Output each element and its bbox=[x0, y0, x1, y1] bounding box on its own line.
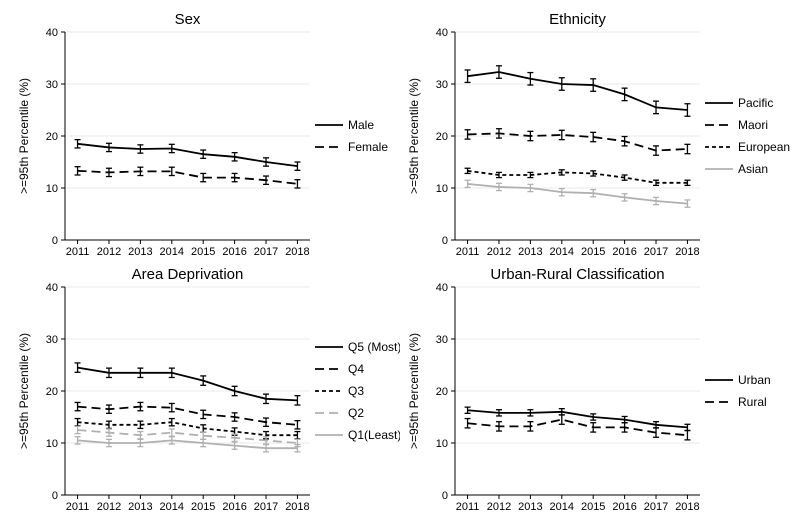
chart-svg: 0 10 20 30 40 2011 2012 2013 2014 2015 2016 2017 201… bbox=[400, 265, 790, 520]
chart-panel: 0 10 20 30 40 2011 2012 2013 2014 2015 2016 2017 201… bbox=[10, 265, 400, 520]
x-tick-label: 2013 bbox=[128, 246, 152, 258]
chart-svg: 0 10 20 30 40 2011 2012 2013 2014 2015 2016 2017 201… bbox=[400, 10, 790, 265]
y-tick-label: 30 bbox=[436, 334, 448, 346]
x-tick-label: 2013 bbox=[518, 246, 542, 258]
y-tick-label: 20 bbox=[46, 386, 58, 398]
y-tick-label: 10 bbox=[436, 183, 448, 195]
x-tick-label: 2017 bbox=[254, 501, 278, 513]
y-tick-label: 20 bbox=[436, 386, 448, 398]
x-tick-label: 2015 bbox=[581, 501, 605, 513]
x-tick-label: 2014 bbox=[160, 501, 184, 513]
y-tick-label: 20 bbox=[436, 131, 448, 143]
series-line bbox=[468, 410, 688, 427]
y-tick-label: 0 bbox=[52, 235, 58, 247]
y-tick-label: 0 bbox=[442, 490, 448, 502]
x-tick-label: 2012 bbox=[487, 501, 511, 513]
legend-label: Q2 bbox=[348, 406, 364, 420]
x-tick-label: 2016 bbox=[612, 501, 636, 513]
y-tick-label: 30 bbox=[46, 79, 58, 91]
panel-title: Area Deprivation bbox=[132, 266, 244, 283]
legend-label: European bbox=[738, 140, 790, 154]
y-tick-label: 0 bbox=[52, 490, 58, 502]
legend-label: Urban bbox=[738, 373, 771, 387]
x-tick-label: 2012 bbox=[97, 501, 121, 513]
legend-label: Maori bbox=[738, 118, 768, 132]
panel-title: Urban-Rural Classification bbox=[490, 266, 664, 283]
series-line bbox=[78, 368, 298, 401]
x-tick-label: 2014 bbox=[160, 246, 184, 258]
legend-label: Rural bbox=[738, 395, 767, 409]
y-tick-label: 20 bbox=[46, 131, 58, 143]
y-tick-label: 40 bbox=[436, 27, 448, 39]
x-tick-label: 2018 bbox=[285, 246, 309, 258]
x-tick-label: 2018 bbox=[285, 501, 309, 513]
x-tick-label: 2012 bbox=[97, 246, 121, 258]
x-tick-label: 2015 bbox=[191, 501, 215, 513]
x-tick-label: 2017 bbox=[644, 501, 668, 513]
chart-svg: 0 10 20 30 40 2011 2012 2013 2014 2015 2016 2017 201… bbox=[10, 10, 400, 265]
legend-label: Q3 bbox=[348, 384, 364, 398]
legend-label: Q1(Least) bbox=[348, 428, 400, 442]
x-tick-label: 2011 bbox=[66, 501, 90, 513]
y-axis-label: >=95th Percentile (%) bbox=[407, 78, 421, 194]
y-tick-label: 10 bbox=[436, 438, 448, 450]
y-axis-label: >=95th Percentile (%) bbox=[407, 333, 421, 449]
x-tick-label: 2011 bbox=[66, 246, 90, 258]
panel-title: Ethnicity bbox=[549, 11, 606, 28]
x-tick-label: 2017 bbox=[254, 246, 278, 258]
legend-label: Female bbox=[348, 140, 388, 154]
y-axis-label: >=95th Percentile (%) bbox=[17, 78, 31, 194]
y-tick-label: 10 bbox=[46, 183, 58, 195]
x-tick-label: 2014 bbox=[550, 246, 574, 258]
x-tick-label: 2016 bbox=[222, 246, 246, 258]
legend-label: Male bbox=[348, 118, 374, 132]
panel-title: Sex bbox=[175, 11, 201, 28]
y-tick-label: 40 bbox=[46, 282, 58, 294]
chart-panel: 0 10 20 30 40 2011 2012 2013 2014 2015 2016 2017 201… bbox=[400, 265, 790, 520]
y-tick-label: 10 bbox=[46, 438, 58, 450]
y-tick-label: 40 bbox=[436, 282, 448, 294]
x-tick-label: 2011 bbox=[456, 501, 480, 513]
y-tick-label: 0 bbox=[442, 235, 448, 247]
x-tick-label: 2013 bbox=[518, 501, 542, 513]
x-tick-label: 2015 bbox=[191, 246, 215, 258]
legend-label: Q4 bbox=[348, 362, 364, 376]
y-axis-label: >=95th Percentile (%) bbox=[17, 333, 31, 449]
legend-label: Asian bbox=[738, 162, 768, 176]
x-tick-label: 2015 bbox=[581, 246, 605, 258]
y-tick-label: 30 bbox=[46, 334, 58, 346]
y-tick-label: 30 bbox=[436, 79, 448, 91]
x-tick-label: 2017 bbox=[644, 246, 668, 258]
legend-label: Q5 (Most) bbox=[348, 340, 400, 354]
x-tick-label: 2011 bbox=[456, 246, 480, 258]
x-tick-label: 2016 bbox=[612, 246, 636, 258]
x-tick-label: 2018 bbox=[675, 501, 699, 513]
series-line bbox=[78, 407, 298, 425]
series-line bbox=[78, 144, 298, 166]
chart-svg: 0 10 20 30 40 2011 2012 2013 2014 2015 2016 2017 201… bbox=[10, 265, 400, 520]
series-line bbox=[78, 171, 298, 184]
x-tick-label: 2014 bbox=[550, 501, 574, 513]
x-tick-label: 2012 bbox=[487, 246, 511, 258]
x-tick-label: 2018 bbox=[675, 246, 699, 258]
chart-panel: 0 10 20 30 40 2011 2012 2013 2014 2015 2016 2017 201… bbox=[400, 10, 790, 265]
chart-panel: 0 10 20 30 40 2011 2012 2013 2014 2015 2016 2017 201… bbox=[10, 10, 400, 265]
legend-label: Pacific bbox=[738, 96, 773, 110]
x-tick-label: 2016 bbox=[222, 501, 246, 513]
series-line bbox=[468, 184, 688, 204]
y-tick-label: 40 bbox=[46, 27, 58, 39]
x-tick-label: 2013 bbox=[128, 501, 152, 513]
